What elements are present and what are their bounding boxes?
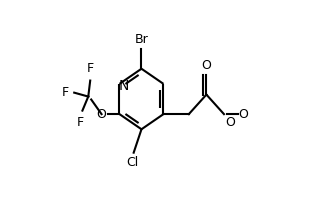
Text: F: F [62,86,69,99]
Text: F: F [87,62,94,75]
Text: O: O [96,108,106,121]
Text: Cl: Cl [127,156,139,169]
Text: F: F [77,116,84,129]
Text: O: O [225,116,235,129]
Text: Br: Br [135,33,148,46]
Text: O: O [202,59,211,72]
Text: O: O [239,108,249,121]
Text: N: N [118,79,129,93]
